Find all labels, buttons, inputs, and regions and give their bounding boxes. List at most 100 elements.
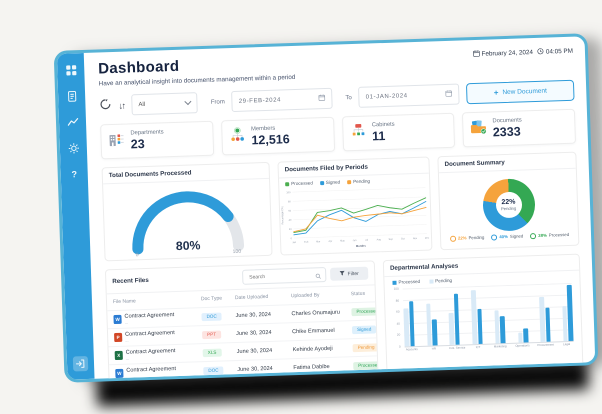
bar-category-label: Accounts: [405, 347, 418, 352]
svg-text:20: 20: [289, 228, 292, 231]
bar-pending: [470, 290, 478, 345]
dashboard-icon[interactable]: [64, 63, 77, 76]
bar-category-label: HR: [431, 346, 437, 351]
stat-card-members[interactable]: Members 12,516: [220, 116, 335, 156]
donut-card: Document Summary 22% Pending 22% Pending 4…: [437, 151, 580, 251]
svg-text:80: 80: [288, 200, 291, 203]
clock-icon: [537, 48, 544, 57]
file-type-icon: W: [113, 314, 122, 325]
stat-card-documents[interactable]: Documents 2333: [462, 108, 577, 148]
bar-group[interactable]: [539, 296, 551, 342]
bar-group[interactable]: [517, 327, 529, 343]
bar-processed: [477, 309, 483, 345]
legend-item: 40% Signed: [491, 233, 523, 241]
sidebar: ?: [56, 52, 95, 380]
doc-type-badge: DOC: [201, 312, 222, 321]
help-icon[interactable]: ?: [71, 168, 78, 179]
stat-label: Departments: [130, 129, 164, 137]
bar-group[interactable]: [562, 284, 574, 342]
refresh-icon[interactable]: [99, 97, 112, 115]
new-document-button[interactable]: + New Document: [466, 79, 575, 105]
svg-text:0: 0: [136, 252, 139, 256]
date-uploaded: June 30, 2024: [235, 311, 272, 319]
stat-card-cabinets[interactable]: Cabinets 11: [341, 112, 456, 152]
bar-chart: [402, 282, 574, 348]
legend-item: Processed: [392, 279, 420, 285]
app-window: ? Dashboard Have an analytical insight i…: [53, 33, 599, 383]
svg-text:100: 100: [233, 249, 242, 255]
svg-text:Percentage (%): Percentage (%): [280, 206, 285, 224]
calendar-icon: [472, 50, 480, 59]
stats-row: Departments 23 Members 12,516 Cabinets 11 D…: [100, 108, 577, 160]
bar-group[interactable]: [448, 293, 461, 345]
legend-item: 22% Pending: [449, 234, 485, 242]
charts-row: Total Documents Processed 0 100 80% Docu…: [101, 151, 580, 262]
svg-text:100: 100: [286, 191, 291, 194]
logout-icon[interactable]: [72, 355, 89, 372]
svg-text:0: 0: [291, 237, 293, 240]
sort-icon[interactable]: ↓↑: [118, 100, 125, 111]
analytics-icon[interactable]: [66, 115, 79, 128]
svg-text:Jun: Jun: [353, 239, 358, 242]
svg-text:Apr: Apr: [328, 240, 332, 243]
stat-card-departments[interactable]: Departments 23: [100, 120, 214, 160]
uploaded-by: Kehinde Ayodeji: [292, 345, 333, 354]
bar-group[interactable]: [494, 310, 506, 344]
to-date-input[interactable]: 01-JAN-2024: [358, 83, 460, 108]
departments-icon: [108, 131, 125, 153]
documents-icon: [470, 119, 487, 141]
filter-select[interactable]: All: [131, 92, 199, 116]
search-field[interactable]: [247, 270, 314, 282]
svg-text:Sep: Sep: [389, 238, 394, 241]
search-icon: [315, 266, 322, 284]
bar-category-label: Cus. Service: [448, 345, 466, 350]
svg-text:Oct: Oct: [401, 237, 405, 240]
status-badge: Processed: [353, 361, 379, 371]
bar-group[interactable]: [470, 290, 483, 345]
new-document-label: New Document: [502, 87, 547, 97]
bar-pending: [448, 312, 455, 345]
recent-files-title: Recent Files: [112, 276, 149, 286]
donut-legend: 22% Pending 40% Signed 38% Processed: [449, 231, 569, 242]
stat-value: 12,516: [251, 132, 290, 148]
stat-label: Documents: [492, 117, 522, 125]
svg-text:Months: Months: [356, 244, 367, 248]
svg-text:Mar: Mar: [316, 240, 320, 243]
chevron-down-icon: [184, 98, 192, 106]
donut-chart: 22% Pending: [481, 177, 536, 232]
stat-value: 2333: [492, 124, 521, 140]
bar-category-label: Operations: [515, 343, 530, 348]
bar-category-label: Marketing: [493, 344, 507, 349]
status-badge: Pending: [352, 343, 379, 353]
file-type-icon: W: [115, 369, 124, 379]
bottom-row: Recent Files Filter File Name Doc Type D…: [104, 253, 584, 383]
from-date-input[interactable]: 29-FEB-2024: [231, 87, 333, 113]
search-input[interactable]: [242, 266, 327, 285]
bar-processed: [567, 284, 574, 342]
calendar-icon: [318, 94, 326, 103]
bar-processed: [545, 308, 551, 342]
bar-processed: [408, 300, 415, 347]
bar-group[interactable]: [425, 303, 438, 346]
documents-icon[interactable]: [65, 89, 78, 102]
uploaded-by: Charles Onumajuru: [291, 309, 341, 317]
filter-button[interactable]: Filter: [329, 266, 369, 281]
table-body: W Contract Agreement... DOC June 30, 2024 Ch…: [107, 302, 379, 383]
svg-text:40: 40: [289, 219, 292, 222]
bar-pending: [425, 303, 432, 346]
svg-text:80%: 80%: [176, 238, 201, 253]
to-date-value: 01-JAN-2024: [365, 92, 408, 101]
from-label: From: [210, 98, 225, 106]
stat-label: Cabinets: [371, 121, 395, 129]
svg-text:60: 60: [288, 210, 291, 213]
plus-icon: +: [493, 88, 499, 98]
bar-chart-card: Departmental Analyses Processed Pending 1…: [382, 253, 584, 376]
date-uploaded: June 30, 2024: [237, 365, 273, 374]
bar-group[interactable]: [403, 300, 415, 347]
svg-text:Jan: Jan: [292, 241, 297, 244]
svg-text:Dec: Dec: [425, 237, 430, 240]
bar-pending: [494, 310, 500, 344]
status-badge: Processed: [351, 306, 379, 316]
settings-icon[interactable]: [67, 141, 80, 154]
line-chart: 0 20 40 60 80 100 Jan Feb Mar Apr May Jun Jul Aug Sep O…: [280, 187, 430, 248]
